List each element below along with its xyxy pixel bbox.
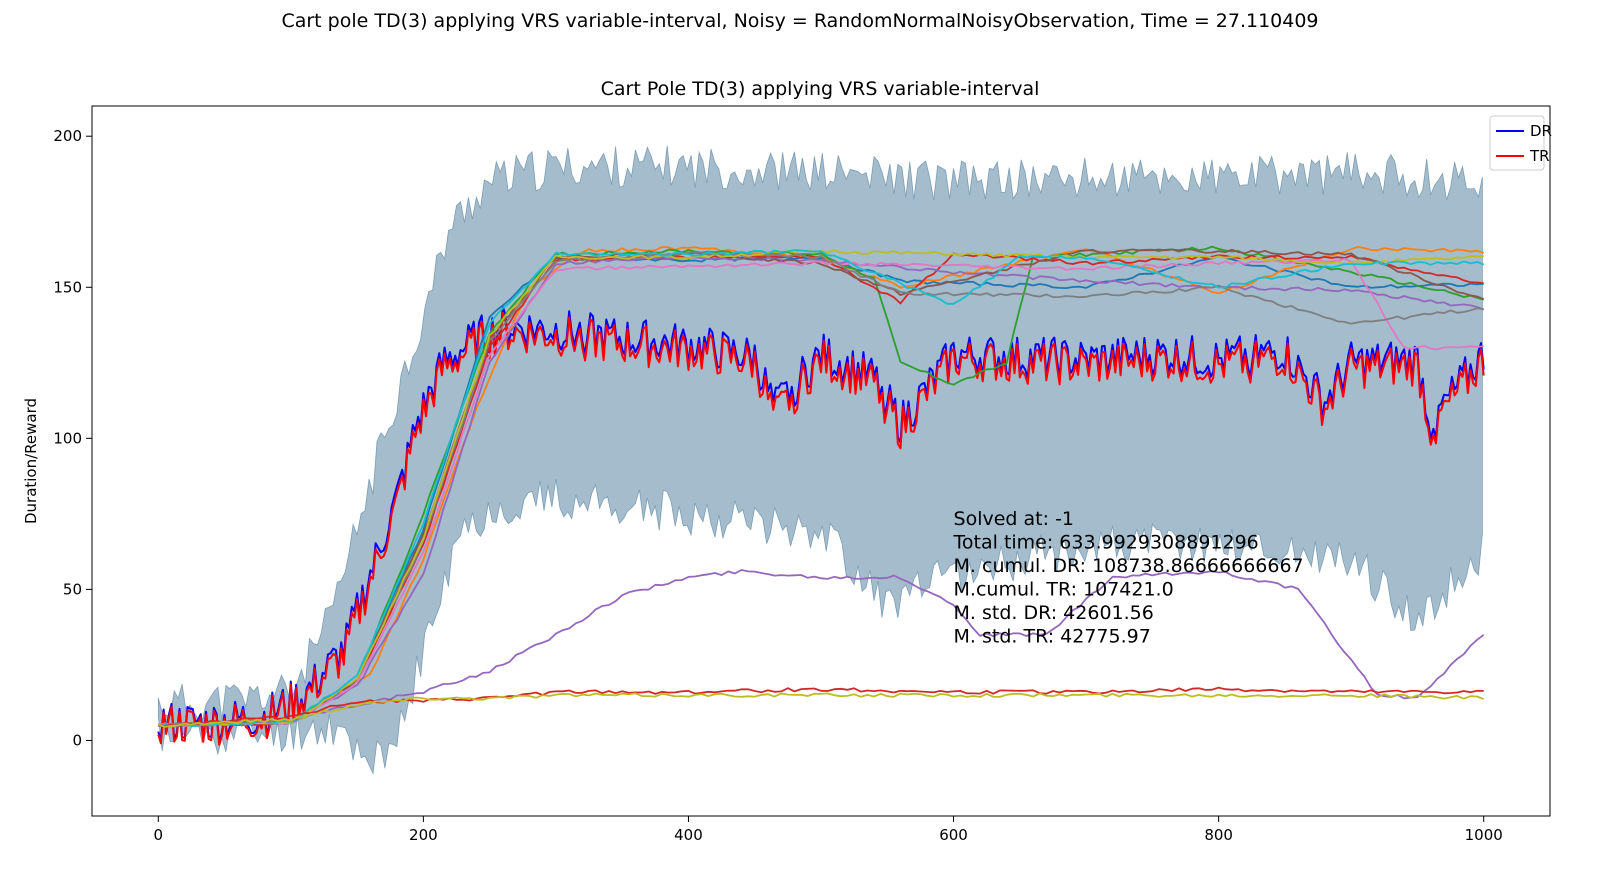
annotation-line: M. std. TR: 42775.97 <box>954 626 1151 648</box>
series-line-14 <box>157 692 1485 728</box>
y-tick-label: 0 <box>72 731 82 749</box>
series-line-12 <box>158 569 1485 727</box>
y-tick-label: 100 <box>53 429 82 447</box>
x-tick-label: 400 <box>674 826 703 844</box>
x-tick-label: 200 <box>409 826 438 844</box>
y-tick-label: 150 <box>53 278 82 296</box>
series-line-tr <box>157 311 1485 746</box>
legend: DR TR <box>1489 115 1552 171</box>
plot-frame <box>91 105 1551 817</box>
y-tick-label: 50 <box>63 580 82 598</box>
plot-area <box>157 145 1485 776</box>
std-band <box>157 145 1483 776</box>
y-tick-label: 200 <box>53 127 82 145</box>
x-tick-label: 800 <box>1204 826 1233 844</box>
series-line-11 <box>158 249 1485 727</box>
annotation-line: M. std. DR: 42601.56 <box>954 602 1154 624</box>
legend-label: TR <box>1529 147 1550 165</box>
x-tick-label: 0 <box>153 826 163 844</box>
annotation-line: Solved at: -1 <box>954 508 1074 530</box>
annotation-line: M. cumul. DR: 108738.86666666667 <box>954 555 1304 577</box>
x-tick-label: 600 <box>939 826 968 844</box>
legend-label: DR <box>1530 122 1552 140</box>
x-tick-label: 1000 <box>1465 826 1503 844</box>
axis-ticks: 0 200 400 600 800 1000 0 50 100 150 200 <box>53 127 1502 844</box>
y-axis-label: Duration/Reward <box>22 398 40 524</box>
annotation-line: M.cumul. TR: 107421.0 <box>954 579 1174 601</box>
series-line-8 <box>158 257 1484 728</box>
annotation-line: Total time: 633.9929308891296 <box>953 532 1259 554</box>
figure-suptitle: Cart pole TD(3) applying VRS variable-in… <box>281 10 1318 32</box>
chart-title: Cart Pole TD(3) applying VRS variable-in… <box>601 78 1040 100</box>
